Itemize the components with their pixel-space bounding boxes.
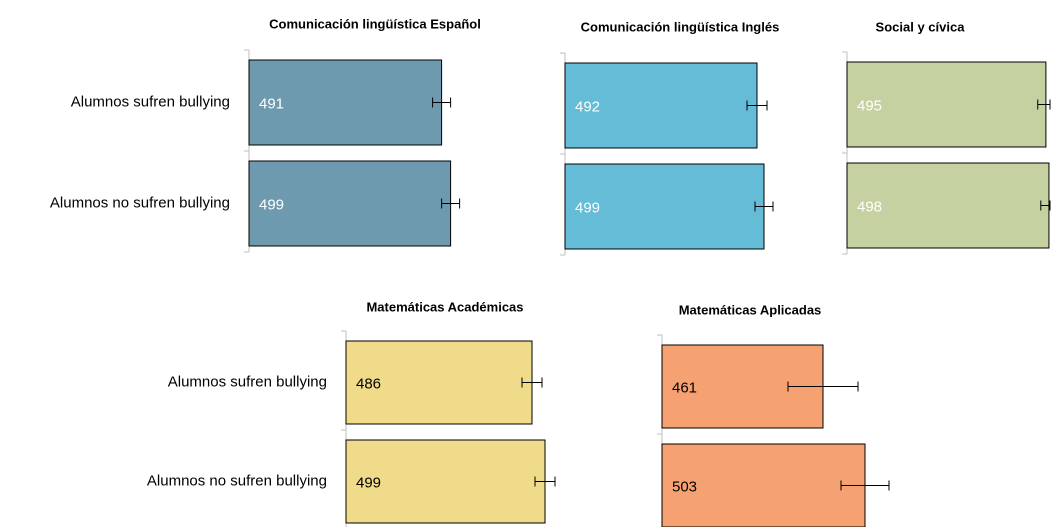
error-bar (746, 100, 768, 111)
chart-title: Comunicación lingüística Inglés (581, 19, 780, 34)
value-label: 499 (259, 196, 284, 213)
bar (345, 439, 546, 524)
error-bar (840, 480, 890, 491)
error-bar (787, 381, 859, 392)
error-bar (432, 97, 452, 108)
value-label: 486 (356, 375, 381, 392)
error-bar (754, 201, 774, 212)
error-bar (441, 198, 461, 209)
error-bar (534, 476, 556, 487)
bar (248, 160, 452, 247)
value-label: 492 (575, 98, 600, 115)
bar (248, 59, 443, 146)
chart-title: Comunicación lingüística Español (269, 16, 481, 31)
bar (345, 340, 533, 425)
error-bar (1040, 200, 1051, 211)
value-label: 495 (857, 97, 882, 114)
value-label: 498 (857, 198, 882, 215)
chart-title: Social y cívica (876, 19, 966, 34)
value-label: 503 (672, 478, 697, 495)
chart-title: Matemáticas Académicas (366, 299, 523, 314)
value-label: 499 (356, 474, 381, 491)
error-bar (521, 377, 543, 388)
category-label: Alumnos sufren bullying (168, 373, 327, 390)
category-label: Alumnos no sufren bullying (50, 194, 230, 211)
category-label: Alumnos sufren bullying (71, 93, 230, 110)
chart-title: Matemáticas Aplicadas (679, 302, 822, 317)
error-bar (1037, 99, 1051, 110)
value-label: 499 (575, 199, 600, 216)
value-label: 491 (259, 95, 284, 112)
value-label: 461 (672, 379, 697, 396)
bar (846, 162, 1050, 249)
bar (564, 62, 758, 149)
bar (564, 163, 765, 250)
category-label: Alumnos no sufren bullying (147, 472, 327, 489)
